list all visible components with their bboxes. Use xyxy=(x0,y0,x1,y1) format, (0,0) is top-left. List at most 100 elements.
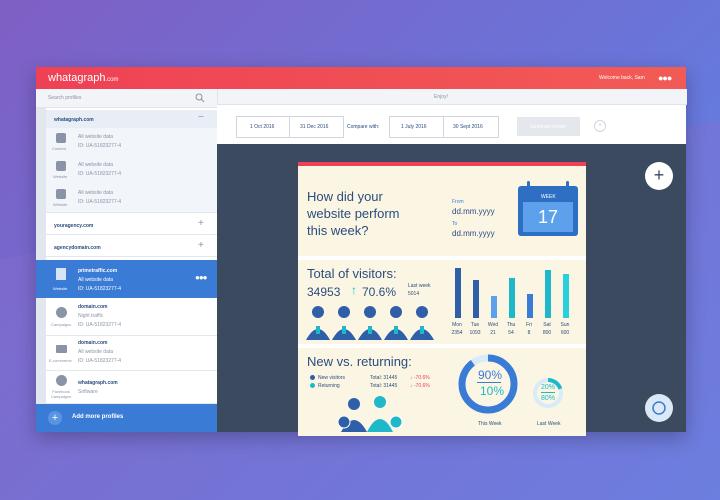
item-name: All website data xyxy=(78,134,114,140)
profile-item[interactable] xyxy=(46,156,217,185)
profile-item[interactable] xyxy=(46,372,217,404)
selected-profile[interactable] xyxy=(36,260,217,298)
legend-change: ↓ -70.6% xyxy=(410,375,430,381)
day-label: Fri xyxy=(526,322,532,328)
day-value: 21 xyxy=(490,330,496,336)
profile-domain: domain.com xyxy=(78,304,108,310)
day-label: Sat xyxy=(543,322,551,328)
legend-change-value: -70.6% xyxy=(413,383,430,389)
item-icon xyxy=(56,161,66,171)
add-widget-button[interactable]: + xyxy=(645,162,673,190)
bar xyxy=(509,278,515,318)
visitors-title: Total of visitors: xyxy=(307,266,397,281)
add-profiles-label: Add more profiles xyxy=(72,414,124,420)
donut-arc xyxy=(533,378,563,408)
logo[interactable]: whatagraph.com xyxy=(48,72,119,84)
calendar-ring xyxy=(566,181,569,190)
header xyxy=(36,67,686,89)
day-label: Sun xyxy=(560,322,570,328)
divider xyxy=(443,116,444,138)
calendar-value: 17 xyxy=(538,207,559,227)
legend-name: Returning xyxy=(318,383,340,389)
compare-label: Compare with: xyxy=(347,124,380,130)
profile-item[interactable] xyxy=(46,184,217,213)
last-week-label: Last week xyxy=(408,283,431,289)
search-bar[interactable] xyxy=(36,89,217,108)
item-name: All website data xyxy=(78,277,114,283)
visitors-total: 34953 xyxy=(307,285,341,299)
legend-name: New visitors xyxy=(318,375,345,381)
top-bar-title: Enjoy! xyxy=(434,94,448,100)
legend-dot xyxy=(310,383,315,388)
day-value: 54 xyxy=(508,330,514,336)
donut-divider xyxy=(477,382,501,383)
item-icon xyxy=(56,268,66,280)
item-id: ID: UA-51823277-4 xyxy=(78,199,122,205)
day-label: Thu xyxy=(506,322,516,328)
profile-domain: domain.com xyxy=(78,340,108,346)
welcome-text: Welcome back, Sam xyxy=(599,75,645,81)
divider xyxy=(289,116,290,138)
generate-button[interactable] xyxy=(517,117,580,136)
item-id: ID: UA-51823277-4 xyxy=(78,143,122,149)
section-divider xyxy=(298,256,586,260)
donut-charts xyxy=(458,354,563,414)
collapse-icon[interactable]: − xyxy=(198,112,204,123)
item-type: Website xyxy=(53,286,68,291)
menu-dots[interactable]: ●●● xyxy=(658,73,672,83)
expand-icon[interactable]: + xyxy=(198,240,204,251)
profile-group[interactable] xyxy=(46,216,217,235)
visitors-change: 70.6% xyxy=(362,285,397,299)
generate-label: Generate report xyxy=(530,124,566,130)
profile-item[interactable] xyxy=(46,336,217,371)
search-icon xyxy=(195,93,205,103)
add-profiles-button[interactable] xyxy=(36,404,217,432)
this-week-primary: 90% xyxy=(478,368,503,382)
date-from: 1 Oct 2016 xyxy=(250,124,275,130)
legend-total: Total: 31445 xyxy=(370,383,398,389)
item-type: Campaigns xyxy=(51,322,72,327)
item-name: All website data xyxy=(78,162,114,168)
compare-range[interactable] xyxy=(389,116,499,138)
bar xyxy=(527,294,533,318)
last-week-primary: 20% xyxy=(541,384,556,391)
compare-from: 1 July 2016 xyxy=(401,124,427,130)
item-type: Website xyxy=(53,174,68,179)
group-domain: whatagraph.com xyxy=(54,117,94,123)
date-range[interactable] xyxy=(236,116,344,138)
add-icon: + xyxy=(48,411,62,425)
last-week-value: 5014 xyxy=(408,291,420,297)
expand-icon[interactable]: + xyxy=(198,218,204,229)
day-value: 2354 xyxy=(451,330,463,336)
donut-divider xyxy=(541,392,555,393)
logo-suffix: .com xyxy=(105,77,119,83)
this-week-secondary: 10% xyxy=(480,384,505,398)
bar xyxy=(545,270,551,318)
item-type: Facebook Campaigns xyxy=(50,389,72,399)
search-placeholder: Search profiles xyxy=(48,95,82,101)
day-value: 600 xyxy=(560,330,570,336)
legend-change: ↓ -70.6% xyxy=(410,383,430,389)
item-name: All website data xyxy=(78,190,114,196)
profile-item[interactable] xyxy=(46,300,217,336)
profile-group[interactable] xyxy=(46,238,217,257)
item-name: Night traffic xyxy=(78,313,104,319)
trend-arrow: ↑ xyxy=(351,283,357,297)
profile-item[interactable] xyxy=(46,128,217,157)
item-id: ID: UA-51823277-4 xyxy=(78,286,122,292)
close-icon[interactable]: × xyxy=(594,120,606,132)
item-icon xyxy=(56,345,67,353)
item-name: All website data xyxy=(78,349,114,355)
more-dots[interactable]: ●●● xyxy=(195,273,207,282)
legend-total: Total: 31445 xyxy=(370,375,398,381)
bar xyxy=(563,274,569,318)
bar xyxy=(491,296,497,318)
to-label: To xyxy=(452,221,458,227)
date-to: 31 Dec 2016 xyxy=(300,124,329,130)
top-bar xyxy=(217,89,687,105)
item-type: E-commerce xyxy=(49,358,72,363)
from-label: From xyxy=(452,199,464,205)
group-domain: agencydomain.com xyxy=(54,245,101,251)
chat-button[interactable] xyxy=(645,394,673,422)
